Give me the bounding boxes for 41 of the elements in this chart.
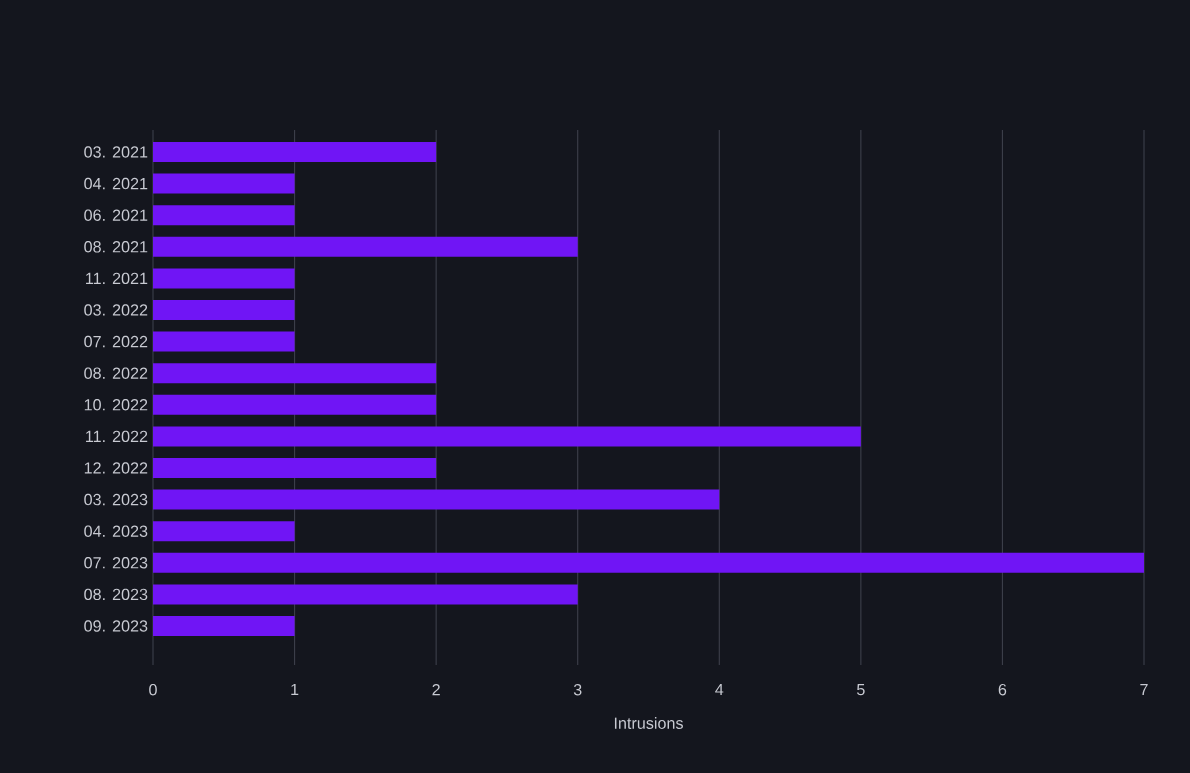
y-tick-label: 11. 2022 — [86, 430, 148, 443]
bar — [153, 205, 295, 226]
bar — [153, 457, 437, 478]
x-axis-title: Intrusions — [614, 717, 683, 729]
y-tick-label: 03. 2023 — [84, 493, 148, 506]
bar — [153, 426, 861, 447]
y-tick-label: 04. 2021 — [84, 177, 148, 190]
x-tick-label: 3 — [573, 683, 582, 696]
bar — [153, 141, 437, 162]
bar — [153, 521, 295, 542]
x-tick-label: 0 — [149, 683, 157, 696]
bar — [153, 552, 1144, 573]
x-tick-label: 6 — [998, 683, 1007, 696]
y-tick-label: 06. 2021 — [84, 209, 148, 221]
bar — [153, 173, 295, 194]
bar — [153, 394, 437, 415]
y-tick-label: 08. 2022 — [84, 367, 148, 379]
bar — [153, 363, 437, 384]
bar — [153, 489, 720, 510]
bar — [153, 615, 295, 636]
bar — [153, 584, 578, 605]
y-tick-label: 11. 2021 — [86, 272, 148, 285]
x-tick-label: 7 — [1140, 683, 1148, 696]
bar — [153, 268, 295, 289]
y-tick-label: 03. 2021 — [84, 146, 148, 158]
y-tick-label: 12. 2022 — [84, 462, 148, 474]
x-tick-label: 1 — [291, 683, 299, 696]
y-tick-label: 09. 2023 — [84, 620, 148, 632]
y-tick-label: 07. 2023 — [84, 557, 148, 569]
y-tick-label: 03. 2022 — [84, 304, 148, 316]
y-tick-label: 07. 2022 — [84, 335, 148, 348]
bar — [153, 236, 578, 257]
x-tick-label: 4 — [715, 683, 724, 696]
bar — [153, 299, 295, 320]
x-tick-label: 2 — [432, 683, 440, 696]
bar — [153, 331, 295, 352]
y-tick-label: 08. 2023 — [84, 588, 148, 601]
x-tick-label: 5 — [857, 683, 865, 696]
y-tick-label: 10. 2022 — [84, 399, 148, 411]
y-tick-label: 08. 2021 — [84, 241, 148, 253]
y-tick-label: 04. 2023 — [84, 525, 148, 537]
